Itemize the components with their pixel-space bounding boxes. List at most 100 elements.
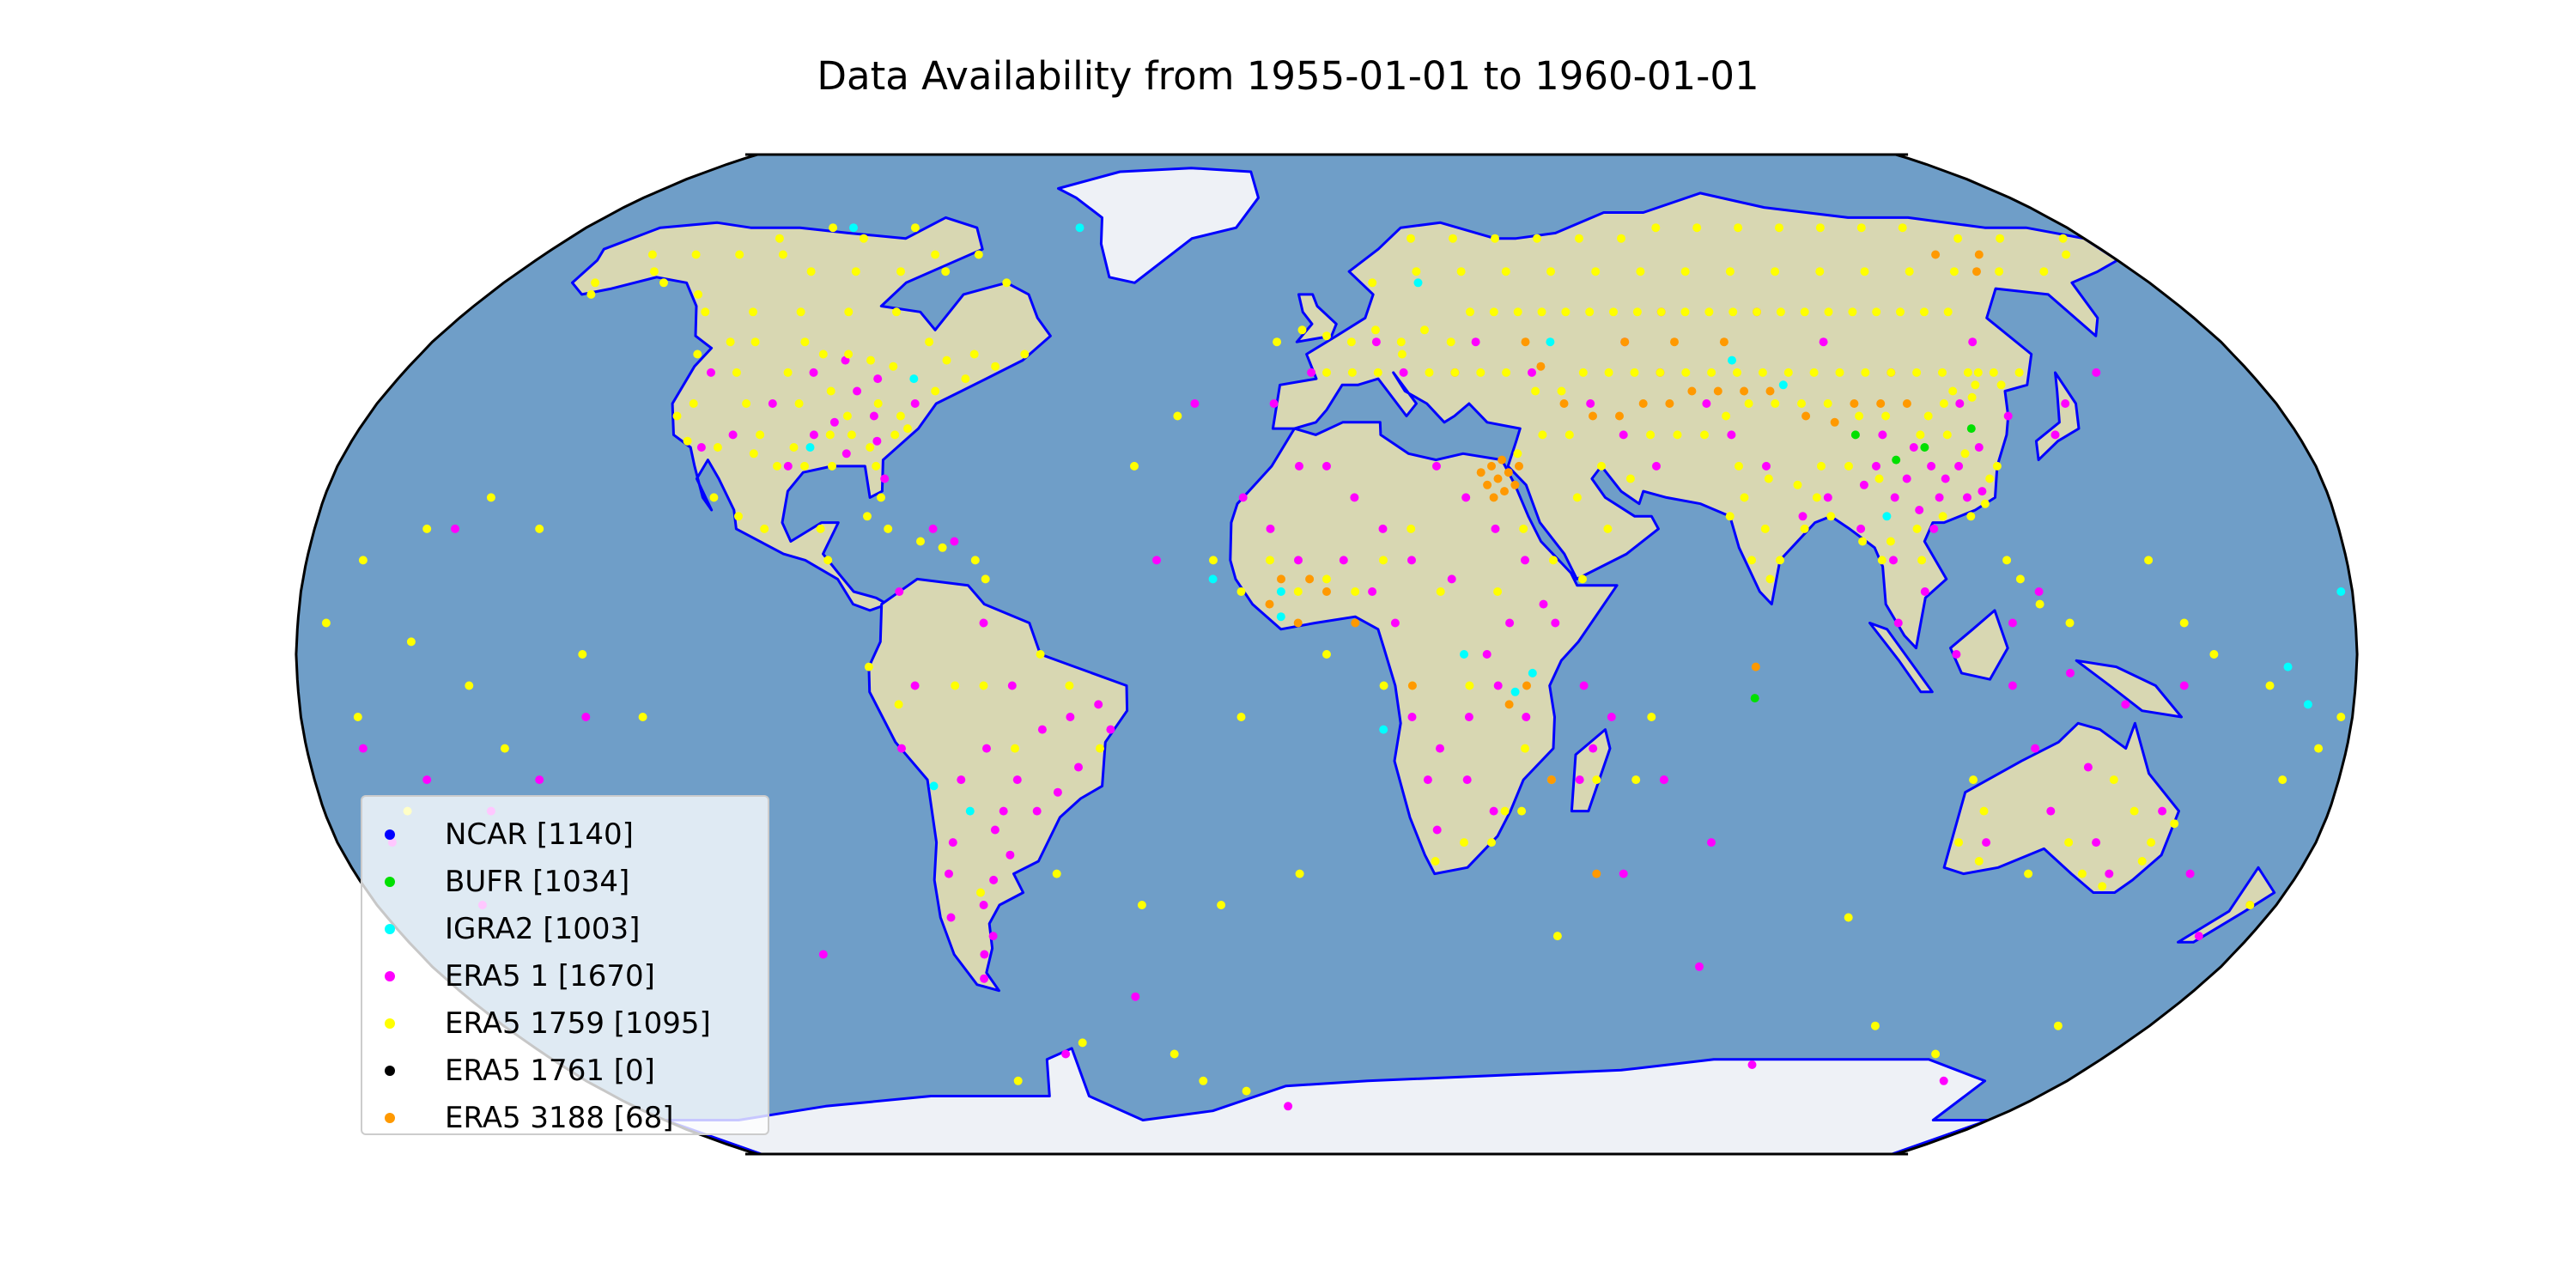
point-era5-1 — [1915, 506, 1924, 514]
point-era5-1759 — [1996, 234, 2005, 243]
point-igra2 — [2336, 587, 2346, 596]
point-era5-1759 — [931, 386, 940, 396]
point-era5-1759 — [1531, 386, 1540, 396]
land-north-america — [571, 216, 1052, 612]
point-era5-1759 — [1450, 368, 1460, 377]
point-era5-1759 — [1446, 337, 1455, 347]
point-era5-1759 — [1874, 474, 1884, 483]
point-era5-1759 — [1817, 461, 1826, 471]
point-era5-1759 — [1844, 913, 1853, 922]
legend-item: ERA5 1759 [1095] — [385, 1001, 711, 1046]
point-era5-1759 — [691, 250, 701, 259]
point-era5-1 — [1551, 618, 1560, 628]
point-era5-1759 — [925, 337, 934, 347]
point-era5-1759 — [1575, 234, 1583, 243]
point-era5-1 — [1695, 962, 1704, 971]
point-era5-1759 — [1020, 349, 1030, 359]
point-era5-1759 — [2336, 713, 2346, 721]
point-era5-1759 — [1537, 307, 1546, 317]
point-era5-1759 — [694, 289, 703, 299]
point-era5-1759 — [2064, 838, 2074, 848]
point-igra2 — [1546, 337, 1555, 347]
point-era5-1759 — [1931, 1049, 1941, 1059]
point-era5-1 — [2105, 869, 2114, 878]
point-era5-3188 — [1972, 267, 1981, 276]
point-era5-3188 — [1265, 599, 1274, 609]
point-era5-1759 — [910, 223, 920, 233]
point-era5-1759 — [1368, 278, 1377, 288]
point-era5-1759 — [969, 349, 979, 359]
point-era5-3188 — [1522, 681, 1531, 690]
land-masses — [571, 167, 2276, 1154]
point-era5-1759 — [1406, 234, 1415, 243]
point-era5-1759 — [2209, 650, 2219, 659]
legend-label: ERA5 1759 [1095] — [445, 1006, 711, 1041]
point-era5-1 — [948, 838, 957, 848]
point-era5-1 — [2003, 411, 2013, 421]
point-era5-1 — [1074, 762, 1083, 772]
point-era5-1759 — [1809, 368, 1819, 377]
point-era5-1759 — [1963, 368, 1972, 377]
point-era5-1759 — [1513, 307, 1522, 317]
point-era5-1759 — [689, 399, 698, 408]
point-era5-1759 — [1995, 267, 2004, 276]
point-era5-1759 — [1351, 587, 1360, 596]
point-era5-1759 — [1905, 267, 1914, 276]
point-era5-1759 — [742, 399, 751, 408]
point-era5-1 — [1575, 775, 1584, 785]
point-era5-1 — [979, 901, 988, 909]
point-era5-1759 — [1170, 1049, 1179, 1059]
point-era5-1759 — [1592, 775, 1601, 785]
point-era5-3188 — [1351, 618, 1360, 628]
point-era5-1759 — [1898, 223, 1907, 233]
land-antarctica — [664, 1047, 1990, 1154]
point-era5-1 — [1339, 556, 1348, 565]
point-era5-3188 — [1589, 411, 1597, 421]
point-era5-1759 — [1466, 307, 1474, 317]
point-era5-3188 — [1305, 574, 1315, 584]
point-era5-1759 — [1631, 775, 1641, 785]
point-era5-1759 — [1735, 461, 1743, 471]
point-era5-1 — [2046, 806, 2056, 816]
point-era5-1759 — [1379, 556, 1388, 565]
point-era5-1759 — [1013, 1076, 1023, 1085]
point-era5-1 — [2083, 762, 2093, 772]
point-era5-1759 — [693, 349, 702, 359]
land-eurasia — [1271, 191, 2119, 650]
point-era5-1759 — [1346, 337, 1356, 347]
point-era5-1759 — [794, 399, 804, 408]
point-era5-1759 — [734, 512, 743, 521]
point-era5-1 — [957, 775, 966, 785]
point-era5-1 — [982, 744, 991, 753]
point-era5-1759 — [1549, 556, 1558, 565]
point-era5-1759 — [1065, 681, 1074, 690]
point-era5-3188 — [1931, 250, 1941, 259]
point-era5-3188 — [1504, 700, 1514, 709]
point-era5-1759 — [1725, 267, 1735, 276]
point-era5-1 — [1350, 493, 1359, 502]
point-era5-1 — [1106, 725, 1115, 734]
point-igra2 — [1528, 668, 1537, 677]
point-era5-1759 — [638, 713, 647, 721]
point-era5-3188 — [1620, 337, 1630, 347]
point-era5-3188 — [1670, 337, 1679, 347]
point-era5-1759 — [1379, 681, 1388, 690]
point-era5-1 — [1094, 700, 1103, 709]
point-era5-1 — [1902, 474, 1911, 483]
point-era5-1 — [1982, 838, 1991, 848]
point-era5-1759 — [2170, 819, 2179, 829]
point-era5-1 — [1131, 992, 1140, 1001]
point-era5-1759 — [1273, 337, 1282, 347]
land-japan — [2034, 371, 2081, 462]
point-era5-1759 — [1856, 223, 1866, 233]
point-era5-1759 — [500, 744, 509, 753]
point-era5-1759 — [796, 307, 805, 317]
point-era5-1759 — [1236, 713, 1246, 721]
point-era5-1759 — [2278, 775, 2287, 785]
point-era5-1759 — [789, 443, 799, 452]
point-era5-1 — [2066, 668, 2075, 677]
point-igra2 — [1413, 278, 1423, 288]
point-era5-1759 — [1919, 307, 1929, 317]
point-era5-1 — [1269, 399, 1279, 408]
